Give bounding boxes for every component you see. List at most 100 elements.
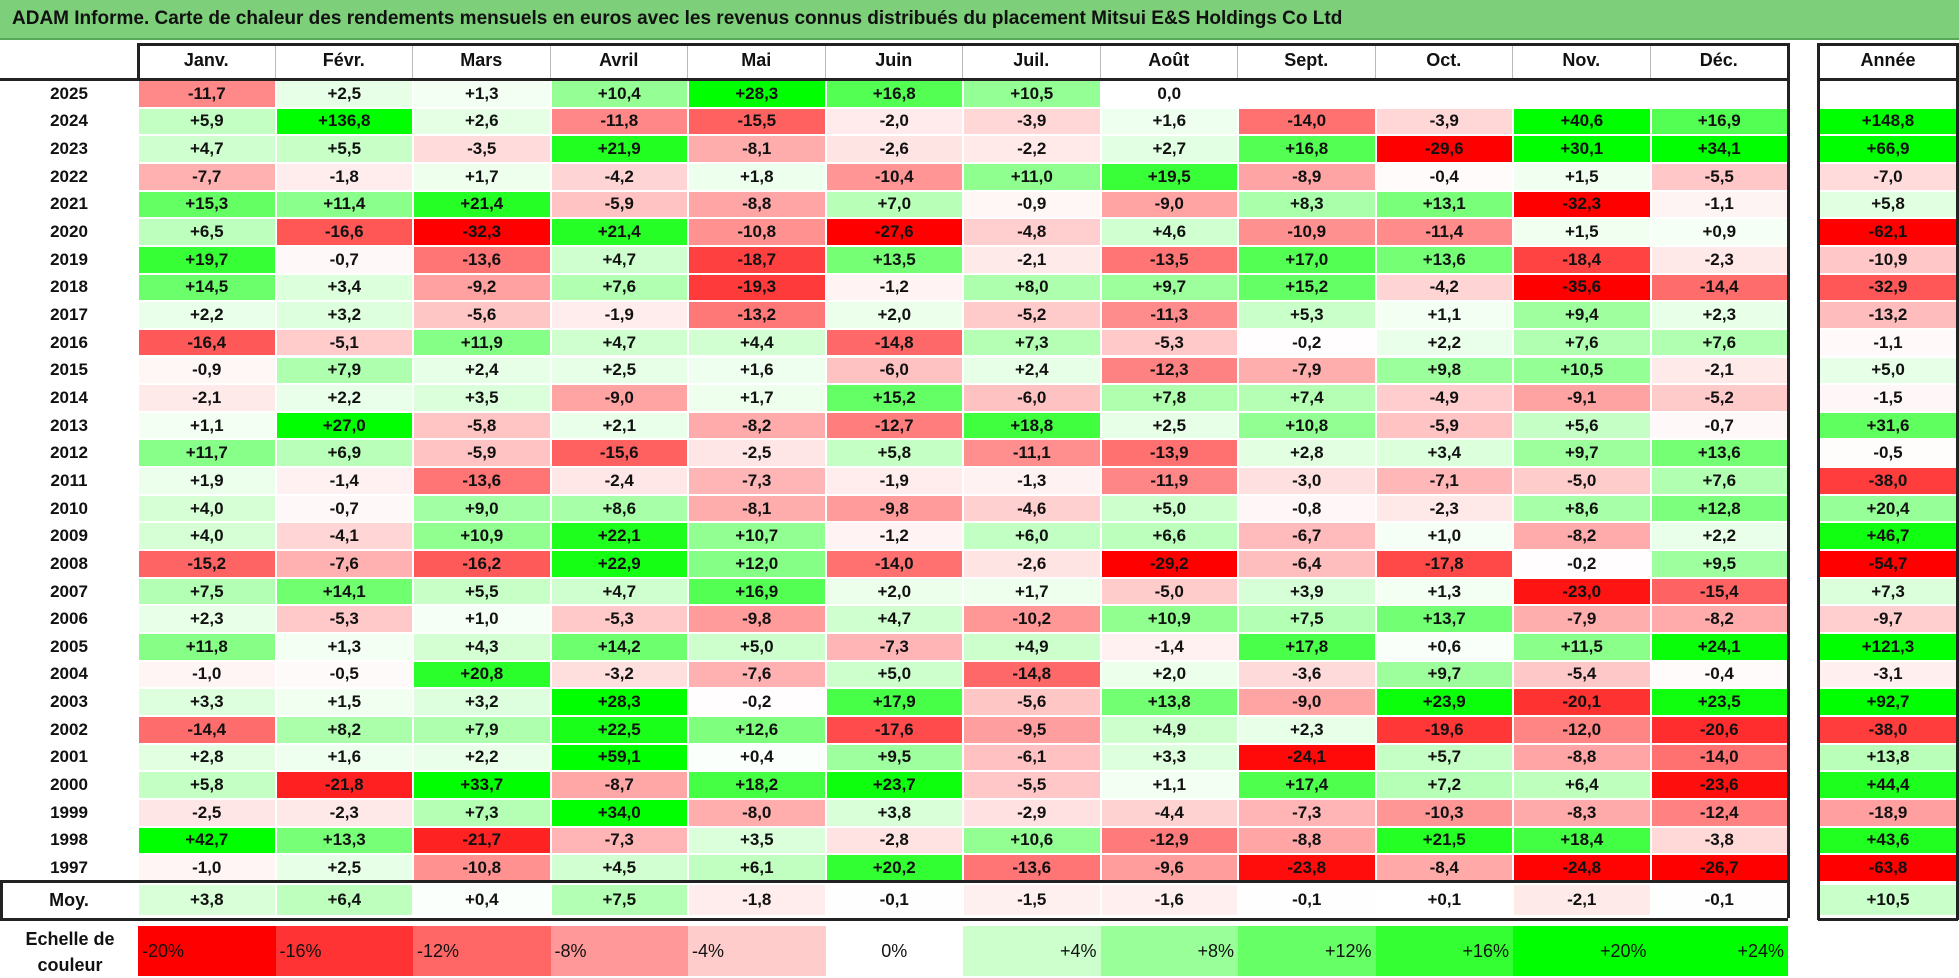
heatmap-cell: -9,5 <box>964 716 1100 743</box>
heatmap-cell: -16,4 <box>139 329 275 356</box>
heatmap-cell: +2,3 <box>139 606 275 632</box>
average-left-border <box>0 880 3 921</box>
heatmap-cell: +1,5 <box>1514 163 1650 190</box>
heatmap-cell: +2,1 <box>551 412 687 439</box>
year-label: 2002 <box>50 719 88 739</box>
month-header: Mars <box>413 43 551 78</box>
month-header: Oct. <box>1376 43 1513 78</box>
heatmap-cell: -6,7 <box>1239 523 1375 550</box>
heatmap-cell: -7,3 <box>1239 799 1375 826</box>
annual-cell: -13,2 <box>1820 302 1956 328</box>
heatmap-cell: -2,0 <box>826 108 962 135</box>
heatmap-cell: -1,3 <box>964 468 1100 494</box>
year-label: 2003 <box>50 692 88 712</box>
heatmap-cell: +8,6 <box>1514 495 1650 522</box>
average-cell: -1,6 <box>1101 885 1237 915</box>
annual-cell: +5,8 <box>1820 191 1956 218</box>
heatmap-cell: -5,2 <box>964 302 1100 328</box>
heatmap-cell: -0,7 <box>1651 412 1787 439</box>
year-label: 2013 <box>50 415 88 435</box>
heatmap-cell: +5,5 <box>414 578 550 605</box>
heatmap-cell: -15,6 <box>551 440 687 467</box>
heatmap-cell: +22,1 <box>551 523 687 550</box>
heatmap-cell: +9,0 <box>414 495 550 522</box>
heatmap-cell: +21,9 <box>551 136 687 162</box>
heatmap-cell: +2,2 <box>414 744 550 771</box>
heatmap-cell: +42,7 <box>139 827 275 854</box>
heatmap-cell: +2,4 <box>414 357 550 384</box>
heatmap-cell: -5,4 <box>1514 661 1650 688</box>
heatmap-cell: -6,4 <box>1239 551 1375 577</box>
average-cell: -1,8 <box>689 885 825 915</box>
heatmap-cell: +11,9 <box>414 329 550 356</box>
heatmap-cell: +59,1 <box>551 744 687 771</box>
heatmap-cell: -2,3 <box>1376 495 1512 522</box>
heatmap-cell: +21,4 <box>551 219 687 245</box>
heatmap-cell: +14,2 <box>551 634 687 660</box>
heatmap-cell: +30,1 <box>1514 136 1650 162</box>
heatmap-cell: +9,7 <box>1514 440 1650 467</box>
heatmap-cell: -8,8 <box>1239 827 1375 854</box>
heatmap-cell: +9,5 <box>1651 551 1787 577</box>
average-cell: -0,1 <box>1651 885 1787 915</box>
heatmap-cell: -6,0 <box>964 385 1100 411</box>
heatmap-cell: 0,0 <box>1101 81 1237 107</box>
color-scale-swatch: +8% <box>1100 926 1238 976</box>
heatmap-cell: +6,4 <box>1514 772 1650 798</box>
heatmap-cell: +28,3 <box>551 689 687 715</box>
heatmap-cell: -2,3 <box>276 799 412 826</box>
heatmap-cell: +18,2 <box>689 772 825 798</box>
heatmap-cell: +0,6 <box>1376 634 1512 660</box>
heatmap-cell: -15,5 <box>689 108 825 135</box>
heatmap-cell: -6,0 <box>826 357 962 384</box>
heatmap-cell: -0,7 <box>276 495 412 522</box>
heatmap-cell: +7,3 <box>964 329 1100 356</box>
month-header: Janv. <box>138 43 276 78</box>
heatmap-cell: +3,4 <box>276 274 412 301</box>
heatmap-cell: -1,4 <box>276 468 412 494</box>
heatmap-cell: +5,3 <box>1239 302 1375 328</box>
heatmap-cell: +16,9 <box>1651 108 1787 135</box>
heatmap-cell: -10,2 <box>964 606 1100 632</box>
heatmap-cell: -18,4 <box>1514 246 1650 273</box>
average-cell: +3,8 <box>139 885 275 915</box>
heatmap-cell: -6,1 <box>964 744 1100 771</box>
heatmap-cell: +4,7 <box>139 136 275 162</box>
heatmap-cell: +1,5 <box>276 689 412 715</box>
heatmap-cell: +9,7 <box>1376 661 1512 688</box>
heatmap-cell: +28,3 <box>689 81 825 107</box>
heatmap-cell: +2,2 <box>1651 523 1787 550</box>
heatmap-cell: +8,3 <box>1239 191 1375 218</box>
heatmap-cell: +2,2 <box>276 385 412 411</box>
heatmap-cell: -23,8 <box>1239 855 1375 881</box>
annual-cell: +43,6 <box>1820 827 1956 854</box>
heatmap-cell: +5,8 <box>826 440 962 467</box>
heatmap-cell: +7,4 <box>1239 385 1375 411</box>
year-label: 2005 <box>50 636 88 656</box>
heatmap-cell: -14,8 <box>826 329 962 356</box>
heatmap-cell: -0,2 <box>689 689 825 715</box>
year-label: 2012 <box>50 443 88 463</box>
heatmap-cell: +13,7 <box>1376 606 1512 632</box>
heatmap-cell: -9,0 <box>1239 689 1375 715</box>
heatmap-cell: -11,1 <box>964 440 1100 467</box>
heatmap-cell: -9,0 <box>1101 191 1237 218</box>
heatmap-cell: -20,6 <box>1651 716 1787 743</box>
annual-bottom-border <box>1818 918 1958 921</box>
heatmap-cell: +2,5 <box>551 357 687 384</box>
heatmap-cell: +9,4 <box>1514 302 1650 328</box>
heatmap-cell: +4,9 <box>1101 716 1237 743</box>
heatmap-cell: -2,9 <box>964 799 1100 826</box>
heatmap-cell: -13,6 <box>964 855 1100 881</box>
heatmap-cell: +22,9 <box>551 551 687 577</box>
average-label: Moy. <box>49 889 89 910</box>
heatmap-cell: -20,1 <box>1514 689 1650 715</box>
heatmap-cell: -1,9 <box>826 468 962 494</box>
heatmap-cell: +11,0 <box>964 163 1100 190</box>
heatmap-cell: -23,6 <box>1651 772 1787 798</box>
heatmap-cell: +14,5 <box>139 274 275 301</box>
heatmap-cell: -1,0 <box>139 855 275 881</box>
heatmap-cell: -8,4 <box>1376 855 1512 881</box>
heatmap-cell: +13,5 <box>826 246 962 273</box>
heatmap-cell: +5,7 <box>1376 744 1512 771</box>
